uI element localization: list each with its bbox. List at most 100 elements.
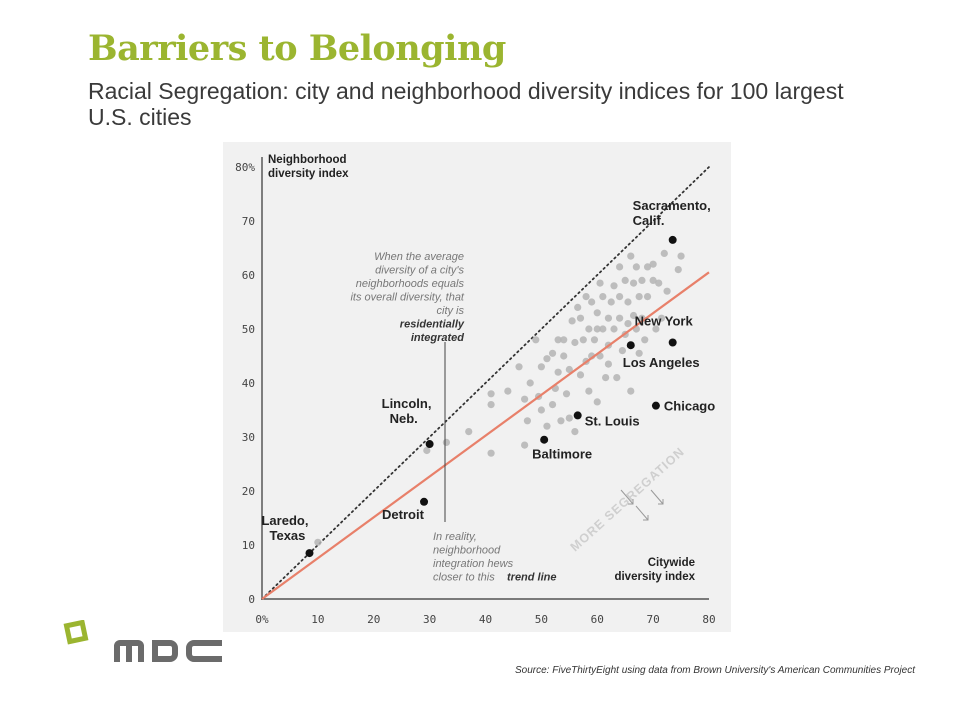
city-point [526, 379, 534, 387]
city-label: New York [635, 314, 694, 329]
highlighted-city-point [626, 341, 635, 350]
city-label: Los Angeles [623, 355, 700, 370]
city-point [543, 422, 551, 430]
city-point [621, 276, 629, 284]
city-point [629, 279, 638, 287]
city-point [604, 314, 613, 322]
city-point [557, 417, 565, 425]
city-point [568, 317, 576, 325]
city-point [649, 260, 657, 268]
city-point [537, 406, 545, 414]
city-point [616, 293, 624, 301]
city-point [565, 414, 573, 422]
segregation-arrowhead-icon [628, 499, 634, 505]
city-point [613, 374, 621, 382]
city-point [487, 390, 495, 398]
highlighted-city-point [540, 435, 549, 444]
city-point [593, 309, 601, 317]
city-point [649, 276, 657, 284]
source-note: Source: FiveThirtyEight using data from … [515, 665, 916, 676]
highlighted-city-point [651, 401, 660, 410]
city-point [565, 365, 573, 374]
y-tick-label: 10 [242, 539, 255, 552]
x-axis-label: Citywide [648, 557, 695, 569]
city-point [657, 314, 666, 322]
y-axis-label: diversity index [268, 168, 349, 180]
city-point [632, 263, 640, 271]
city-point [574, 303, 582, 311]
city-label: St. Louis [585, 413, 640, 428]
city-point [604, 360, 613, 368]
city-point [624, 320, 632, 328]
y-tick-label: 60 [242, 269, 255, 282]
annotation-integrated-text: city is [437, 305, 465, 317]
city-point [596, 279, 604, 287]
city-point [554, 336, 562, 344]
city-point [607, 298, 615, 306]
city-point [638, 276, 646, 284]
city-point [593, 398, 601, 406]
equality-line [261, 166, 710, 600]
highlighted-city-point [425, 440, 434, 449]
city-point [616, 263, 624, 271]
scatter-chart: 0% 10 20 30 40 50 60 70 80 0 10 20 30 40 50 60 70 80% Neig… [235, 154, 716, 626]
city-point [465, 428, 473, 436]
x-tick-label: 40 [479, 613, 492, 626]
city-point [627, 252, 635, 260]
city-point [582, 293, 590, 301]
x-tick-label: 0% [255, 613, 269, 626]
city-point [585, 387, 593, 395]
city-point [643, 263, 652, 271]
annotation-integrated-text: When the average [374, 251, 464, 263]
segregation-arrow-icon [635, 505, 649, 521]
city-point [504, 387, 512, 395]
annotation-trend-text: neighborhood [433, 545, 501, 557]
city-point [521, 441, 529, 449]
y-tick-label: 20 [242, 485, 255, 498]
segregation-arrowhead-icon [658, 499, 664, 505]
x-axis-label: diversity index [614, 571, 695, 583]
y-tick-label: 0 [248, 593, 255, 606]
y-tick-label: 30 [242, 431, 255, 444]
city-point [635, 349, 643, 357]
city-point [523, 417, 532, 425]
city-label: Sacramento, [633, 198, 711, 213]
city-point [560, 336, 568, 344]
mdc-logo-mark-icon [63, 620, 89, 645]
mdc-logo-wordmark [114, 640, 222, 662]
city-point [624, 298, 632, 306]
city-point [674, 266, 682, 274]
city-point [599, 325, 607, 333]
city-point [576, 314, 585, 322]
city-label: Laredo, [261, 513, 308, 528]
city-point [521, 395, 529, 403]
city-point [548, 401, 557, 409]
city-point [655, 279, 663, 287]
annotation-integrated-text: diversity of a city's [375, 265, 464, 277]
highlighted-city-point [668, 338, 677, 347]
x-tick-label: 70 [647, 613, 660, 626]
city-point [602, 374, 610, 382]
city-point [532, 336, 540, 344]
city-point [571, 338, 579, 347]
y-tick-label: 80% [235, 161, 255, 174]
annotation-trend-text: integration hews [433, 558, 514, 570]
city-label: Chicago [664, 399, 715, 414]
page-title: Barriers to Belonging [88, 28, 506, 69]
city-label: Calif. [633, 213, 665, 228]
city-point [627, 387, 635, 395]
annotation-trend-text: closer to this [433, 572, 495, 584]
city-point [585, 325, 593, 333]
city-point [593, 325, 601, 333]
x-tick-label: 30 [423, 613, 436, 626]
segregation-arrow-icon [650, 489, 664, 505]
city-point [548, 349, 557, 357]
city-point [677, 252, 685, 260]
y-tick-label: 50 [242, 323, 255, 336]
city-point [643, 293, 652, 301]
city-point [641, 336, 649, 344]
city-point [652, 325, 660, 333]
city-point [576, 371, 585, 379]
city-point [554, 368, 562, 376]
highlighted-city-point [420, 497, 429, 506]
